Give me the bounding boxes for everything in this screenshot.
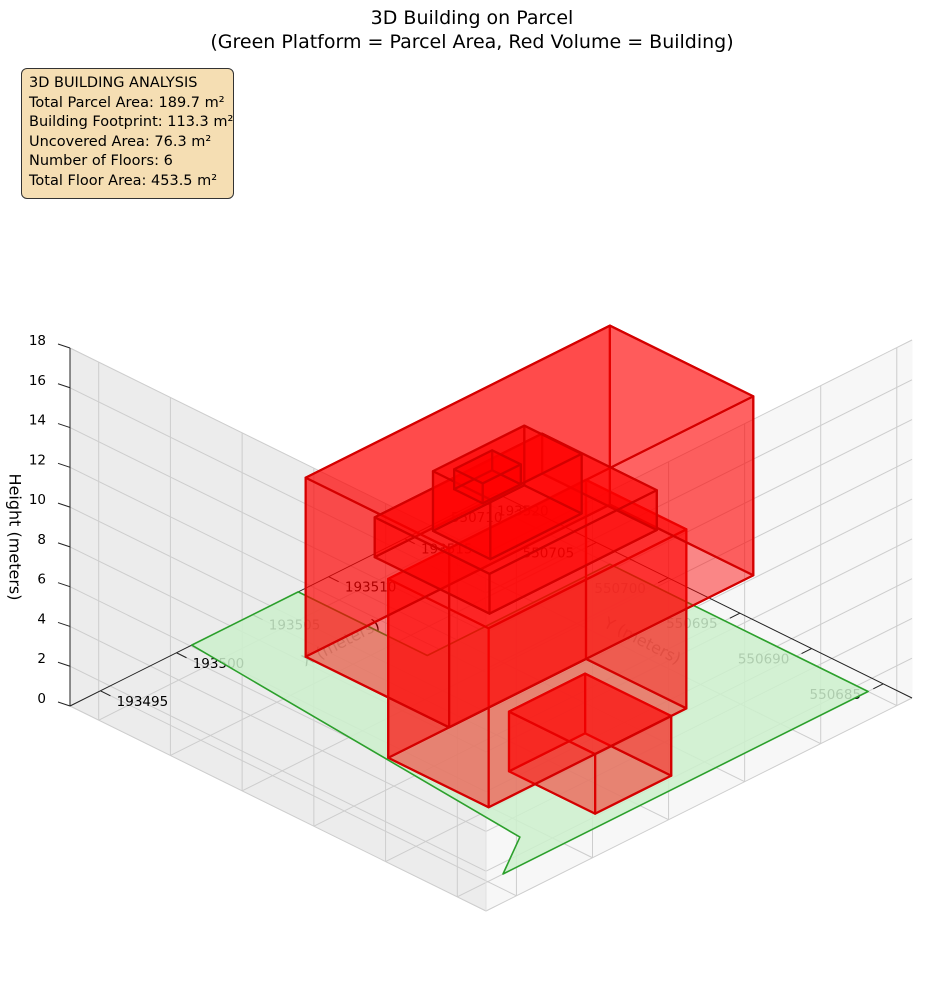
z-tick-label: 10 bbox=[29, 492, 46, 508]
z-tick-label: 18 bbox=[29, 333, 46, 349]
grid-line-z-right bbox=[485, 697, 913, 912]
grid-line-z-left bbox=[69, 625, 487, 832]
z-tick-label: 2 bbox=[37, 651, 46, 667]
chart-title-line-1: 3D Building on Parcel bbox=[370, 7, 574, 29]
y-tick bbox=[657, 577, 669, 584]
number-of-floors: Number of Floors: 6 bbox=[29, 153, 173, 170]
grid-line-x-floor bbox=[100, 690, 517, 897]
total-parcel-area: Total Parcel Area: 189.7 m² bbox=[29, 94, 225, 111]
z-tick bbox=[57, 661, 71, 667]
z-tick bbox=[57, 502, 71, 508]
z-tick bbox=[57, 423, 71, 429]
z-tick bbox=[57, 383, 71, 389]
chart-title-line-2: (Green Platform = Parcel Area, Red Volum… bbox=[210, 31, 734, 53]
z-tick-label: 4 bbox=[37, 611, 46, 627]
z-tick-label: 14 bbox=[29, 413, 46, 429]
x-tick bbox=[176, 652, 187, 659]
building-3-face-6 bbox=[304, 324, 755, 550]
z-tick bbox=[57, 701, 71, 707]
z-tick-label: 0 bbox=[37, 691, 46, 707]
building-footprint: Building Footprint: 113.3 m² bbox=[29, 114, 234, 131]
y-tick bbox=[586, 542, 597, 548]
building-analysis-box: 3D BUILDING ANALYSIS Total Parcel Area: … bbox=[21, 68, 234, 199]
grid-line-z-left bbox=[69, 705, 487, 912]
total-floor-area: Total Floor Area: 453.5 m² bbox=[29, 172, 218, 189]
x-tick-label: 193495 bbox=[117, 694, 169, 710]
grid-line-z-left bbox=[69, 665, 487, 872]
x-tick bbox=[100, 690, 111, 697]
uncovered-area: Uncovered Area: 76.3 m² bbox=[29, 133, 212, 150]
z-tick bbox=[57, 621, 71, 627]
z-tick-label: 8 bbox=[37, 532, 46, 548]
z-tick bbox=[57, 462, 71, 468]
building-6-face-6 bbox=[453, 449, 522, 485]
z-tick bbox=[57, 542, 71, 548]
analysis-heading: 3D BUILDING ANALYSIS bbox=[29, 75, 198, 91]
z-tick-label: 6 bbox=[37, 572, 46, 588]
z-tick-label: 16 bbox=[29, 373, 46, 389]
y-tick bbox=[801, 648, 812, 654]
y-tick bbox=[729, 612, 741, 619]
z-tick bbox=[57, 343, 71, 349]
y-tick bbox=[873, 683, 884, 690]
z-axis-label: Height (meters) bbox=[6, 474, 25, 601]
z-tick-label: 12 bbox=[29, 452, 46, 468]
z-tick bbox=[57, 582, 71, 588]
